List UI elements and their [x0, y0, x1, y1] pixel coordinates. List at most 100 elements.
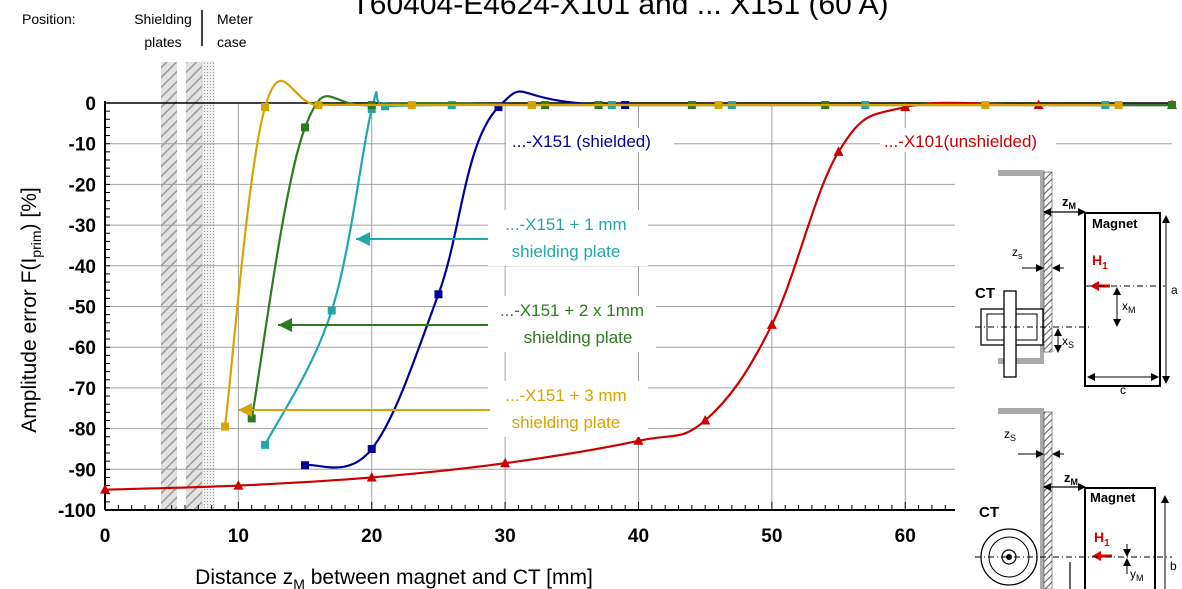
series-0-point-6	[766, 319, 777, 329]
series-3-point-1	[301, 123, 310, 132]
zm-sub: M	[1069, 201, 1077, 211]
annotation-plate2: ...-X151 + 2 x 1mm shielding plate	[278, 296, 656, 352]
series-1-point-1	[367, 444, 376, 453]
y-tick-label-9: -90	[69, 460, 96, 481]
ym-label: yM	[1130, 567, 1144, 583]
inset-diagram-top: Magnet H1 zM zs CT xM xS a c	[955, 166, 1182, 397]
series-1-point-2	[434, 290, 443, 299]
series-0-point-1	[233, 480, 244, 490]
annotation-plate2-line1: ...-X151 + 2 x 1mm	[500, 301, 644, 320]
ct-label-top: CT	[975, 285, 995, 302]
zs-label: zs	[1012, 245, 1023, 261]
x-axis-title-rest: between magnet and CT [mm]	[305, 566, 593, 589]
h1-sub-2: 1	[1104, 538, 1110, 549]
annotation-plate3-arrowhead	[238, 403, 252, 417]
annotation-plate1: ...-X151 + 1 mm shielding plate	[356, 210, 648, 266]
magnet-box-2	[1084, 487, 1156, 589]
shielding-label-1: Shielding	[134, 11, 192, 27]
x-axis-title-sub: M	[293, 576, 305, 589]
annotation-x101: ...-X101(unshielded)	[880, 128, 1056, 152]
h1-main-2: H	[1094, 529, 1104, 545]
series-4-point-6	[981, 101, 990, 110]
annotation-x151-bg	[506, 128, 674, 152]
zs2-sub: S	[1010, 433, 1016, 443]
magnet-label-2: Magnet	[1090, 490, 1136, 505]
series-4-line	[223, 79, 1119, 427]
a-label: a	[1171, 283, 1178, 297]
b-label: b	[1170, 559, 1177, 573]
magnet-box	[1084, 212, 1161, 387]
y-tick-label-1: -10	[69, 135, 96, 156]
series-4-point-7	[1114, 101, 1123, 110]
y-tick-label-8: -80	[69, 420, 96, 441]
h1-label: H1	[1092, 252, 1108, 272]
series-0-point-5	[700, 414, 711, 425]
x-tick-label-5: 50	[761, 526, 782, 547]
series-3-point-0	[247, 414, 256, 423]
ym-main: y	[1130, 567, 1136, 581]
x-tick-label-3: 30	[495, 526, 516, 547]
axes	[104, 101, 1173, 511]
annotation-x101-text: ...-X101(unshielded)	[884, 132, 1037, 151]
ct-conductor	[1003, 290, 1017, 378]
position-label: Position:	[22, 11, 76, 27]
series-0-point-2	[366, 471, 377, 482]
series-0-point-0	[100, 484, 110, 494]
annotation-plate1-line1: ...-X151 + 1 mm	[505, 215, 626, 234]
series-4-point-3	[407, 101, 416, 110]
series-layer	[100, 79, 1177, 494]
series-0-point-4	[633, 435, 644, 445]
y-tick-label-7: -70	[69, 379, 96, 400]
annotation-plate3-line2: shielding plate	[512, 413, 621, 432]
shield-plate-drawing-2	[1043, 411, 1053, 589]
zm2-main: z	[1064, 470, 1071, 485]
y-axis-title-rest: ) [%]	[18, 187, 41, 230]
ym-sub: M	[1136, 573, 1144, 583]
meter-case	[201, 61, 215, 511]
h1-arrowhead-2	[1092, 551, 1101, 561]
zs-sub: s	[1018, 251, 1023, 261]
y-tick-label-5: -50	[69, 298, 96, 319]
h1-label-2: H1	[1094, 529, 1110, 549]
series-2-point-0	[261, 440, 270, 449]
shield-plate-drawing	[1043, 171, 1053, 353]
annotation-plate2-line2: shielding plate	[524, 328, 633, 347]
ct-conductor-inner	[1006, 554, 1012, 560]
series-4-point-4	[527, 101, 536, 110]
annotation-plate1-line2: shielding plate	[512, 242, 621, 261]
series-0-point-7	[833, 146, 844, 156]
xs-label: xS	[1062, 334, 1074, 350]
annotation-plate3-bg	[488, 381, 648, 437]
series-0-point-3	[500, 457, 511, 468]
series-4-point-5	[714, 101, 723, 110]
xs-main: x	[1062, 334, 1068, 348]
xm-main: x	[1122, 299, 1128, 313]
series-4-point-1	[261, 103, 270, 112]
series-0	[100, 99, 1177, 494]
x-tick-label-1: 10	[228, 526, 249, 547]
series-4-point-2	[314, 101, 323, 110]
shielding-plate-2	[186, 62, 202, 510]
series-2-point-2	[367, 105, 376, 114]
xm-sub: M	[1128, 305, 1136, 315]
series-4	[221, 79, 1123, 431]
series-3-point-7	[1168, 101, 1176, 110]
x-tick-label-4: 40	[628, 526, 649, 547]
magnet-label: Magnet	[1092, 216, 1138, 231]
annotation-plate1-bg	[488, 210, 648, 266]
series-2-point-3	[381, 102, 390, 111]
y-axis-title: Amplitude error F(Iprim) [%]	[18, 187, 44, 432]
xm-label: xM	[1122, 299, 1136, 315]
shielding-label-2: plates	[144, 34, 181, 50]
chart-title: T60404-E4624-X101 and ... X151 (60 A)	[351, 0, 888, 21]
annotation-plate3-line1: ...-X151 + 3 mm	[505, 386, 626, 405]
y-tick-label-2: -20	[69, 175, 96, 196]
x-tick-label-0: 0	[100, 526, 111, 547]
annotation-plate2-bg	[488, 296, 656, 352]
shielding-plate-1	[161, 62, 177, 510]
c-label: c	[1120, 383, 1126, 397]
y-axis-title-main: Amplitude error F(I	[18, 258, 41, 433]
annotation-plate1-arrowhead	[356, 232, 370, 246]
annotation-x151: ...-X151 (shielded)	[506, 128, 674, 152]
meter-label-1: Meter	[217, 11, 253, 27]
